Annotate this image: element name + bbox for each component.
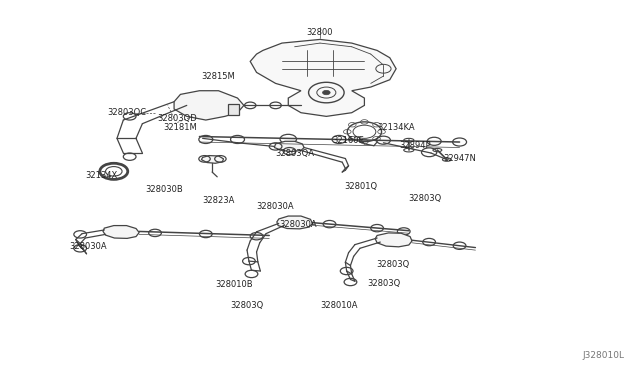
Text: 32803Q: 32803Q (376, 260, 410, 269)
Text: 32800: 32800 (307, 28, 333, 36)
Polygon shape (202, 155, 223, 163)
Text: 32815M: 32815M (202, 71, 236, 81)
Text: 328030B: 328030B (146, 185, 184, 194)
Polygon shape (375, 233, 412, 247)
Text: 32134X: 32134X (85, 170, 117, 180)
Polygon shape (103, 225, 139, 238)
Polygon shape (275, 141, 304, 151)
Text: 328030A: 328030A (279, 220, 317, 229)
Text: 32947N: 32947N (443, 154, 476, 163)
Text: 328010A: 328010A (320, 301, 358, 310)
Bar (228, 103, 239, 115)
Text: 32181M: 32181M (164, 123, 197, 132)
Polygon shape (174, 91, 244, 120)
Text: 32801Q: 32801Q (345, 182, 378, 190)
Text: 32894P: 32894P (399, 141, 431, 150)
Text: 32803Q: 32803Q (367, 279, 400, 288)
Text: 32803QA: 32803QA (275, 148, 314, 157)
Text: 328010B: 328010B (216, 280, 253, 289)
Text: J328010L: J328010L (582, 351, 625, 360)
Circle shape (323, 90, 330, 95)
Text: 328030A: 328030A (257, 202, 294, 211)
Polygon shape (250, 39, 396, 116)
Text: 32823A: 32823A (202, 196, 235, 205)
Text: 32160E: 32160E (333, 136, 364, 145)
Text: 32134KA: 32134KA (378, 123, 415, 132)
Polygon shape (277, 216, 312, 229)
Text: 328030A: 328030A (70, 242, 108, 251)
Text: 32803QD: 32803QD (157, 114, 197, 123)
Text: 32803Q: 32803Q (408, 194, 442, 203)
Text: 32803QC: 32803QC (107, 108, 146, 117)
Text: 32803Q: 32803Q (230, 301, 264, 310)
